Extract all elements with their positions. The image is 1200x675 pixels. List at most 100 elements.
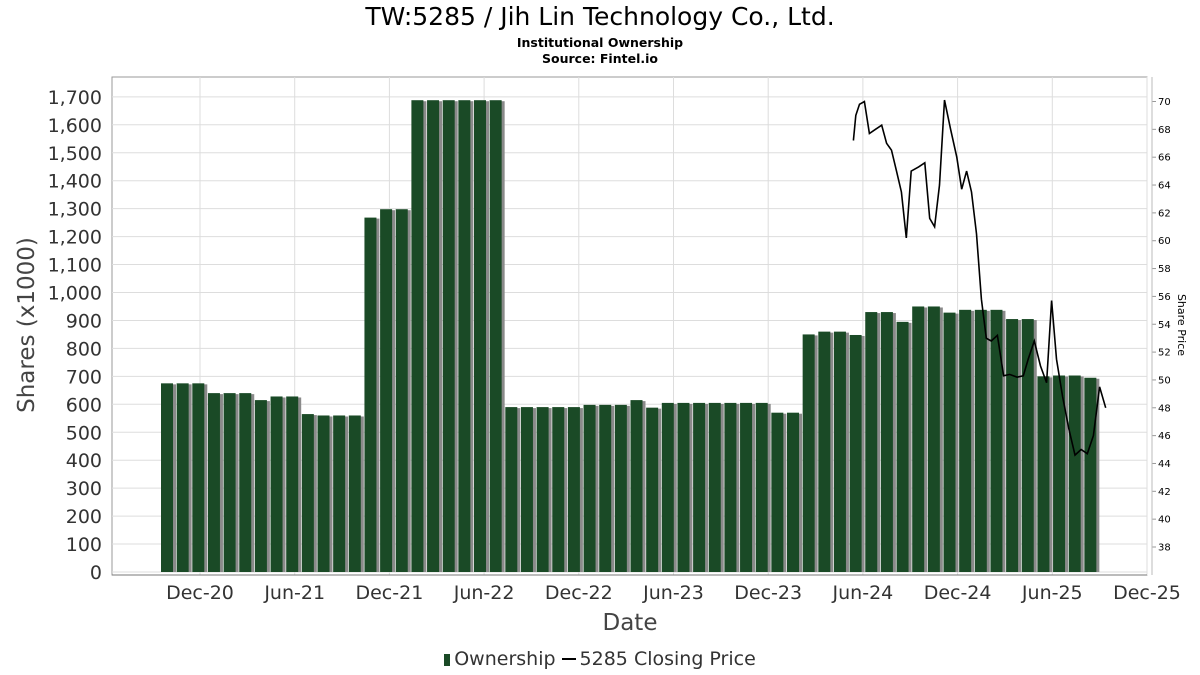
ownership-bar bbox=[301, 414, 314, 572]
ownership-bar bbox=[395, 209, 408, 573]
ownership-bar bbox=[176, 383, 189, 572]
ownership-bar bbox=[943, 312, 956, 572]
y-tick-label: 1,500 bbox=[48, 143, 102, 165]
ownership-bar bbox=[818, 331, 831, 572]
ownership-bar bbox=[740, 402, 753, 572]
ownership-bar bbox=[959, 309, 972, 572]
ownership-bar bbox=[990, 309, 1003, 572]
ownership-bar bbox=[677, 402, 690, 572]
ownership-bars bbox=[161, 100, 1100, 573]
x-tick-label: Jun-24 bbox=[832, 582, 894, 604]
y-tick-label: 1,300 bbox=[48, 199, 102, 221]
y-tick-label: 400 bbox=[66, 450, 102, 472]
y2-tick-label: 42 bbox=[1158, 487, 1171, 498]
ownership-bar bbox=[1021, 319, 1034, 572]
y2-tick-label: 38 bbox=[1158, 543, 1171, 554]
y2-tick-label: 46 bbox=[1158, 431, 1171, 442]
ownership-bar bbox=[427, 100, 440, 572]
ownership-bar bbox=[880, 312, 893, 572]
y-tick-label: 200 bbox=[66, 506, 102, 528]
x-axis-ticks: Dec-20 Jun-21 Dec-21 Jun-22 Dec-22 Jun-23 Dec-… bbox=[166, 582, 1181, 604]
ownership-bar bbox=[411, 100, 424, 572]
ownership-bar bbox=[599, 404, 612, 572]
x-tick-label: Dec-23 bbox=[734, 582, 802, 604]
ownership-bar bbox=[380, 209, 393, 573]
y2-tick-label: 54 bbox=[1158, 320, 1171, 331]
y-tick-label: 300 bbox=[66, 478, 102, 500]
chart-subtitle: Institutional Ownership bbox=[516, 35, 684, 50]
y2-tick-label: 62 bbox=[1158, 208, 1171, 219]
y-tick-label: 1,600 bbox=[48, 115, 102, 137]
ownership-bar bbox=[912, 306, 925, 572]
ownership-bar bbox=[693, 402, 706, 572]
y2-tick-label: 58 bbox=[1158, 264, 1171, 275]
y2-tick-label: 44 bbox=[1158, 459, 1171, 470]
ownership-bar bbox=[974, 309, 987, 572]
ownership-bar bbox=[505, 407, 518, 572]
y-tick-label: 1,100 bbox=[48, 255, 102, 277]
ownership-bar bbox=[833, 331, 846, 572]
ownership-bar bbox=[520, 407, 533, 572]
chart-source: Source: Fintel.io bbox=[542, 51, 658, 66]
ownership-bar bbox=[755, 402, 768, 572]
y-tick-label: 600 bbox=[66, 394, 102, 416]
y2-tick-label: 66 bbox=[1158, 153, 1171, 164]
y-axis-ticks: 0 100 200 300 400 500 600 700 800 900 1,000 1,100 1,… bbox=[48, 87, 102, 584]
y2-tick-label: 50 bbox=[1158, 375, 1171, 386]
ownership-bar bbox=[1068, 375, 1081, 572]
ownership-bar bbox=[1037, 376, 1050, 572]
legend-ownership-swatch bbox=[444, 654, 451, 666]
ownership-bar bbox=[192, 383, 205, 572]
ownership-bar bbox=[458, 100, 471, 572]
ownership-bar bbox=[787, 412, 799, 572]
y2-axis-ticks: 38 40 42 44 46 48 50 52 54 56 58 60 62 64 66 68 70 bbox=[1152, 97, 1171, 554]
ownership-bar bbox=[567, 407, 580, 572]
ownership-bar bbox=[442, 100, 455, 572]
ownership-bar bbox=[239, 393, 252, 572]
ownership-bar bbox=[348, 415, 361, 572]
legend-price-swatch bbox=[561, 658, 576, 660]
x-tick-label: Jun-23 bbox=[642, 582, 704, 604]
ownership-bar bbox=[583, 404, 596, 572]
price-line bbox=[852, 99, 1107, 457]
ownership-bar bbox=[333, 415, 346, 572]
ownership-bar bbox=[317, 415, 330, 572]
y-tick-label: 1,000 bbox=[48, 283, 102, 305]
y-tick-label: 1,200 bbox=[48, 227, 102, 249]
x-tick-label: Dec-20 bbox=[166, 582, 234, 604]
y-tick-label: 0 bbox=[90, 562, 102, 584]
ownership-bar bbox=[927, 306, 940, 572]
y-tick-label: 800 bbox=[66, 338, 102, 360]
y-tick-label: 900 bbox=[66, 310, 102, 332]
y2-tick-label: 64 bbox=[1158, 181, 1171, 192]
y-axis-title: Shares (x1000) bbox=[14, 237, 40, 413]
price-line-group bbox=[852, 99, 1107, 457]
legend-ownership-label: Ownership bbox=[454, 648, 556, 670]
chart-title: TW:5285 / Jih Lin Technology Co., Ltd. bbox=[365, 2, 835, 31]
x-axis-title: Date bbox=[603, 610, 658, 636]
y-tick-label: 1,400 bbox=[48, 171, 102, 193]
ownership-bar bbox=[254, 400, 267, 572]
y-tick-label: 700 bbox=[66, 366, 102, 388]
ownership-bar bbox=[364, 217, 377, 572]
ownership-bar bbox=[708, 402, 721, 572]
y2-tick-label: 70 bbox=[1158, 97, 1171, 108]
ownership-bar bbox=[536, 407, 549, 572]
x-tick-label: Dec-21 bbox=[355, 582, 423, 604]
ownership-bar bbox=[646, 407, 659, 572]
x-tick-label: Jun-25 bbox=[1021, 582, 1083, 604]
y-tick-label: 100 bbox=[66, 534, 102, 556]
ownership-bar bbox=[1006, 319, 1019, 572]
ownership-bar bbox=[1053, 375, 1066, 572]
y2-tick-label: 48 bbox=[1158, 403, 1171, 414]
ownership-bar bbox=[207, 393, 220, 572]
x-tick-label: Dec-22 bbox=[545, 582, 613, 604]
y2-tick-label: 68 bbox=[1158, 125, 1171, 136]
ownership-bar bbox=[771, 412, 784, 572]
ownership-bar bbox=[896, 321, 909, 572]
x-tick-label: Jun-21 bbox=[263, 582, 325, 604]
x-tick-label: Dec-24 bbox=[924, 582, 992, 604]
ownership-bar bbox=[552, 407, 565, 572]
y2-tick-label: 40 bbox=[1158, 515, 1171, 526]
